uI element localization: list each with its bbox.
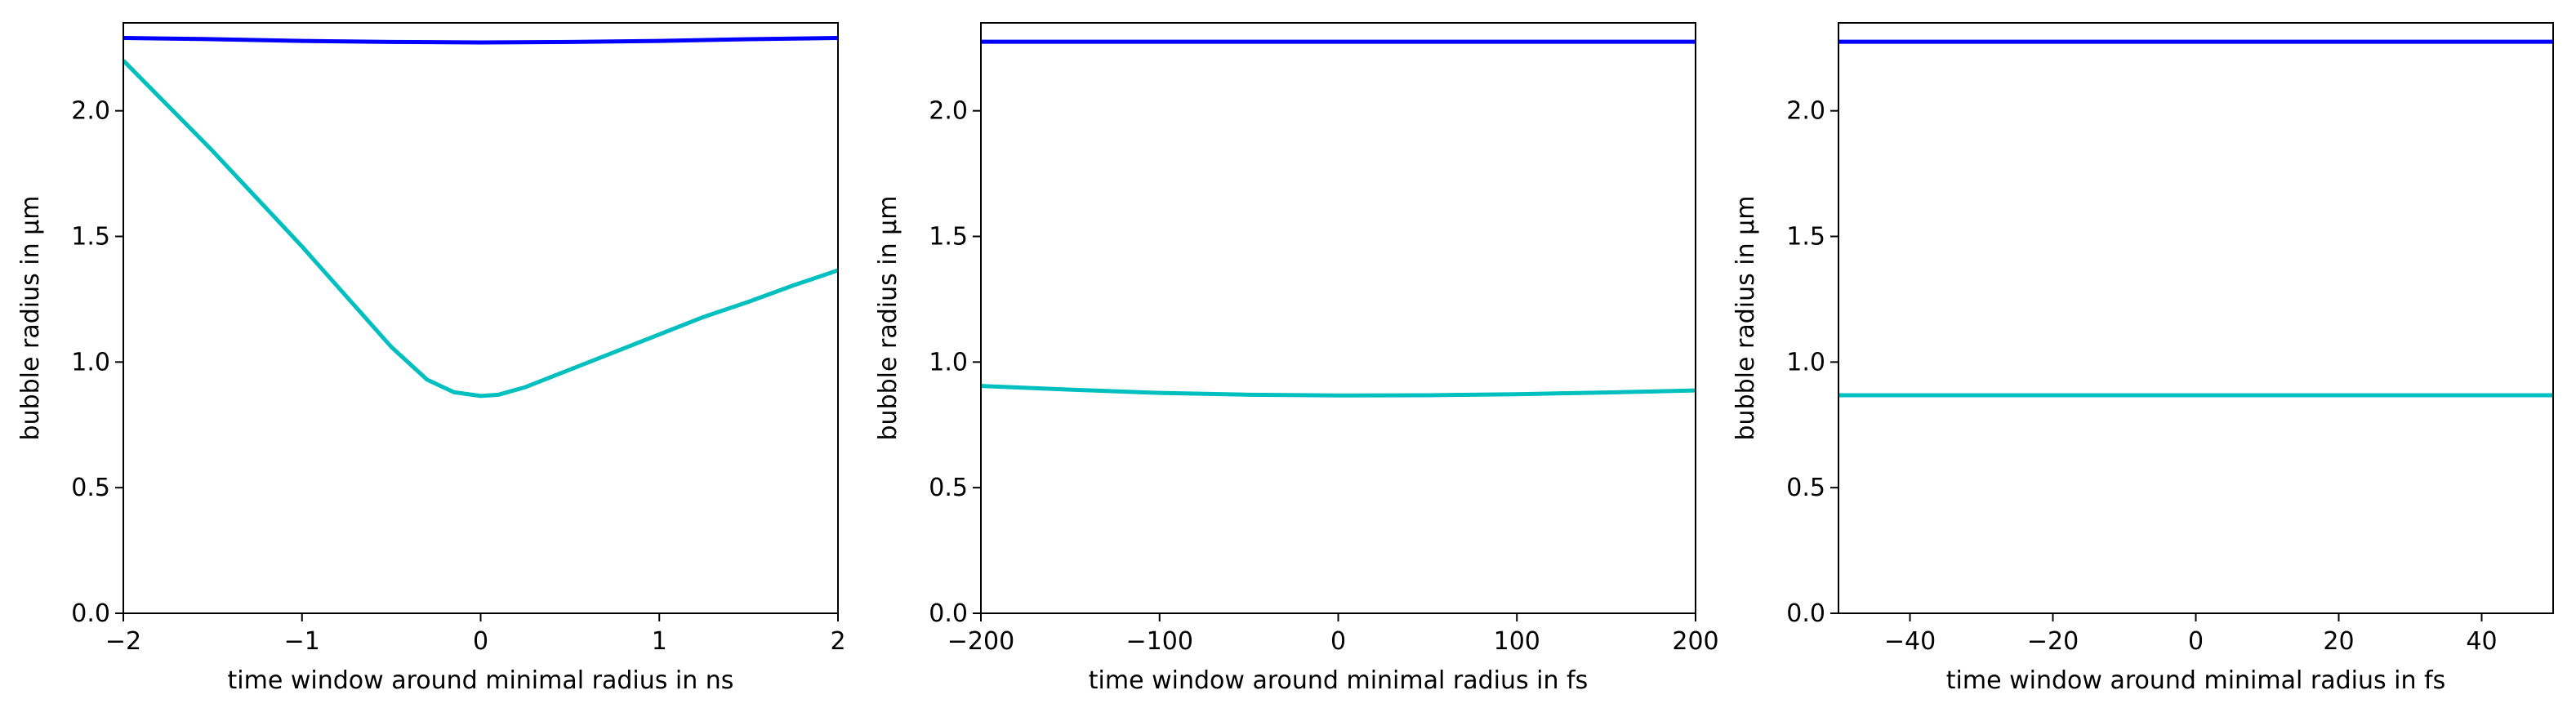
- x-tick-label: 200: [1672, 627, 1718, 656]
- y-tick-label: 0.5: [71, 474, 110, 502]
- y-axis-label: bubble radius in μm: [874, 196, 902, 441]
- plot-frame: [1838, 22, 2554, 614]
- x-axis-label: time window around minimal radius in ns: [228, 666, 734, 695]
- y-tick-label: 1.0: [71, 348, 110, 376]
- y-tick-label: 0.5: [929, 474, 968, 502]
- x-tick-label: −40: [1884, 627, 1936, 656]
- x-tick-label: 1: [652, 627, 667, 656]
- x-tick-label: 100: [1494, 627, 1540, 656]
- x-tick-label: 0: [473, 627, 488, 656]
- x-tick-label: −2: [105, 627, 141, 656]
- y-tick-label: 2.0: [1786, 97, 1825, 126]
- series-line-2: [981, 384, 1696, 398]
- y-tick-label: 2.0: [929, 97, 968, 126]
- y-tick-label: 1.0: [1786, 348, 1825, 376]
- x-axis-label: time window around minimal radius in fs: [1089, 666, 1588, 695]
- y-tick-label: 1.5: [1786, 223, 1825, 252]
- x-tick-label: 2: [830, 627, 845, 656]
- y-tick-label: 1.5: [929, 223, 968, 252]
- series-line-2: [123, 59, 838, 399]
- x-tick-label: 0: [1330, 627, 1346, 656]
- plot-frame: [123, 22, 839, 614]
- x-tick-label: 0: [2188, 627, 2204, 656]
- y-tick-label: 1.5: [71, 223, 110, 252]
- x-tick-label: −100: [1126, 627, 1193, 656]
- x-tick-label: −20: [2027, 627, 2079, 656]
- series-line-1: [123, 35, 838, 45]
- y-tick-label: 1.0: [929, 348, 968, 376]
- y-tick-label: 0.0: [1786, 599, 1825, 628]
- x-axis-label: time window around minimal radius in fs: [1946, 666, 2445, 695]
- y-tick-label: 0.0: [71, 599, 110, 628]
- chart-panel-2: −200 −100 0 100 200 0.0 0.5 1.0 1.5 2.0 time windo…: [874, 22, 1719, 695]
- y-tick-label: 0.0: [929, 599, 968, 628]
- x-tick-label: 20: [2323, 627, 2354, 656]
- chart-panel-3: −40 −20 0 20 40 0.0 0.5 1.0 1.5 2.0 time window ar…: [1731, 22, 2554, 695]
- x-tick-label: 40: [2466, 627, 2497, 656]
- x-tick-label: −200: [947, 627, 1014, 656]
- y-axis-label: bubble radius in μm: [16, 196, 45, 441]
- y-tick-label: 0.5: [1786, 474, 1825, 502]
- y-tick-label: 2.0: [71, 97, 110, 126]
- y-axis-label: bubble radius in μm: [1731, 196, 1760, 441]
- chart-panel-1: −2 −1 0 1 2 0.0 0.5 1.0 1.5 2.0 time window around…: [16, 22, 846, 695]
- x-tick-label: −1: [284, 627, 320, 656]
- plot-frame: [980, 22, 1696, 614]
